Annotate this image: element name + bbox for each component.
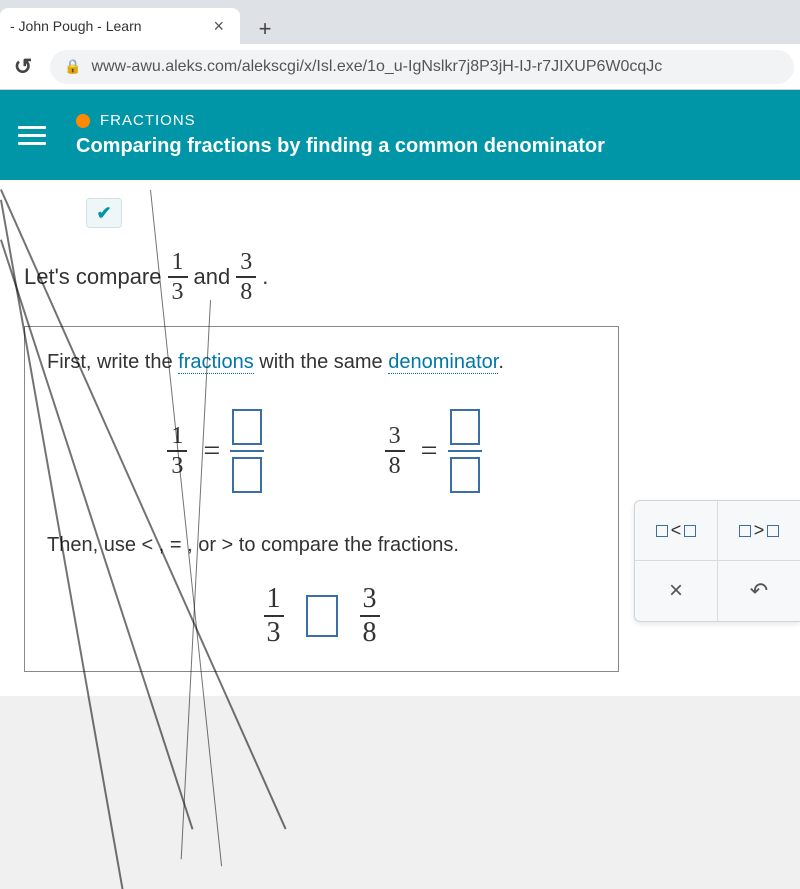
eq1-denominator-input[interactable]: [232, 457, 262, 493]
step2-text: Then, use < , = , or > to compare the fr…: [47, 534, 596, 557]
intro-and: and: [194, 264, 231, 290]
intro-text: Let's compare 1 3 and 3 8 .: [24, 250, 776, 304]
equation-2: 3 8 =: [379, 406, 482, 496]
fraction-2: 3 8: [236, 250, 256, 304]
undo-tool[interactable]: ↶: [718, 561, 800, 621]
url-text: www-awu.aleks.com/alekscgi/x/Isl.exe/1o_…: [91, 58, 662, 76]
eq2-numerator-input[interactable]: [450, 409, 480, 445]
tab-title: - John Pough - Learn: [10, 18, 199, 34]
eq2-input: [448, 406, 482, 496]
fraction-1: 1 3: [168, 250, 188, 304]
menu-icon[interactable]: [18, 121, 46, 150]
step1-text: First, write the fractions with the same…: [47, 351, 596, 374]
eq1-numerator-input[interactable]: [232, 409, 262, 445]
url-bar: ↻ 🔒 www-awu.aleks.com/alekscgi/x/Isl.exe…: [0, 44, 800, 90]
compare-row: 1 3 3 8: [47, 585, 596, 647]
comparison-input[interactable]: [306, 595, 338, 637]
category-label: FRACTIONS: [100, 112, 196, 129]
reload-icon[interactable]: ↻: [6, 50, 40, 84]
less-than-tool[interactable]: <: [635, 501, 718, 560]
lesson-title: Comparing fractions by finding a common …: [76, 135, 605, 158]
greater-than-tool[interactable]: >: [718, 501, 800, 560]
clear-tool[interactable]: ×: [635, 561, 718, 621]
compare-f2: 3 8: [360, 585, 380, 647]
eq2-lhs: 3 8: [385, 424, 405, 478]
equation-row: 1 3 = 3 8 =: [47, 406, 596, 496]
problem-box: First, write the fractions with the same…: [24, 326, 619, 672]
header-text: FRACTIONS Comparing fractions by finding…: [76, 112, 605, 158]
lesson-header: FRACTIONS Comparing fractions by finding…: [0, 90, 800, 180]
intro-prefix: Let's compare: [24, 264, 162, 290]
tool-panel: < > × ↶: [634, 500, 800, 622]
eq1-input: [230, 406, 264, 496]
equation-1: 1 3 =: [161, 406, 264, 496]
new-tab-button[interactable]: +: [250, 14, 280, 44]
content-area: ✔ Let's compare 1 3 and 3 8 . First, wri…: [0, 180, 800, 696]
close-icon[interactable]: ×: [207, 16, 230, 37]
browser-tab-strip: - John Pough - Learn × +: [0, 0, 800, 44]
compare-f1: 1 3: [264, 585, 284, 647]
intro-period: .: [262, 264, 268, 290]
eq2-denominator-input[interactable]: [450, 457, 480, 493]
chevron-down-icon[interactable]: ✔: [86, 198, 122, 228]
lock-icon: 🔒: [64, 58, 81, 75]
browser-tab[interactable]: - John Pough - Learn ×: [0, 8, 240, 44]
eq1-lhs: 1 3: [167, 424, 187, 478]
denominator-link[interactable]: denominator: [388, 351, 498, 374]
address-bar[interactable]: 🔒 www-awu.aleks.com/alekscgi/x/Isl.exe/1…: [50, 50, 794, 84]
fractions-link[interactable]: fractions: [178, 351, 254, 374]
category-dot-icon: [76, 114, 90, 128]
